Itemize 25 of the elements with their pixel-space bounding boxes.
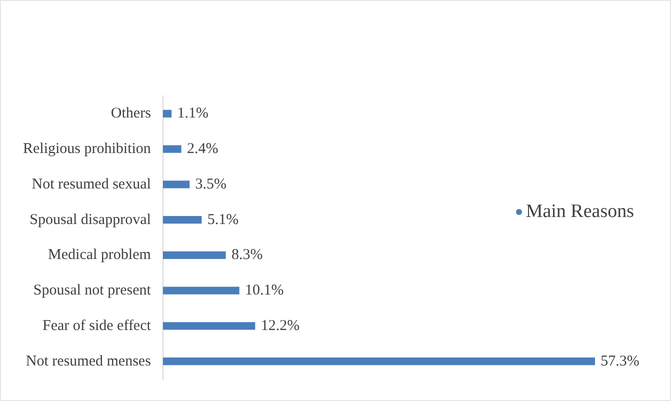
y-tick-label: Religious prohibition — [22, 141, 152, 157]
y-tick-label: Not resumed sexual — [32, 176, 151, 192]
data-label: 12.2% — [260, 318, 300, 334]
data-label: 5.1% — [207, 212, 239, 228]
y-tick-label: Medical problem — [48, 247, 152, 264]
data-label: 1.1% — [177, 106, 208, 122]
bar — [162, 357, 595, 366]
bar — [162, 180, 190, 188]
data-label: 8.3% — [231, 247, 263, 264]
y-tick-label: Spousal not present — [33, 282, 152, 298]
data-label: 3.5% — [195, 176, 227, 192]
bar — [162, 145, 182, 153]
bar — [162, 216, 202, 224]
data-label: 10.1% — [245, 282, 284, 298]
bar — [162, 322, 256, 330]
y-tick-label: Others — [110, 106, 152, 122]
y-tick-label: Not resumed menses — [26, 353, 152, 370]
bar — [162, 110, 172, 118]
y-tick-label: Spousal disapproval — [30, 212, 151, 228]
bar — [162, 251, 226, 260]
bar — [162, 286, 240, 294]
data-label: 2.4% — [187, 141, 218, 157]
data-label: 57.3% — [600, 353, 640, 370]
legend-label: Main Reasons — [526, 201, 634, 223]
y-tick-label: Fear of side effect — [42, 318, 152, 334]
